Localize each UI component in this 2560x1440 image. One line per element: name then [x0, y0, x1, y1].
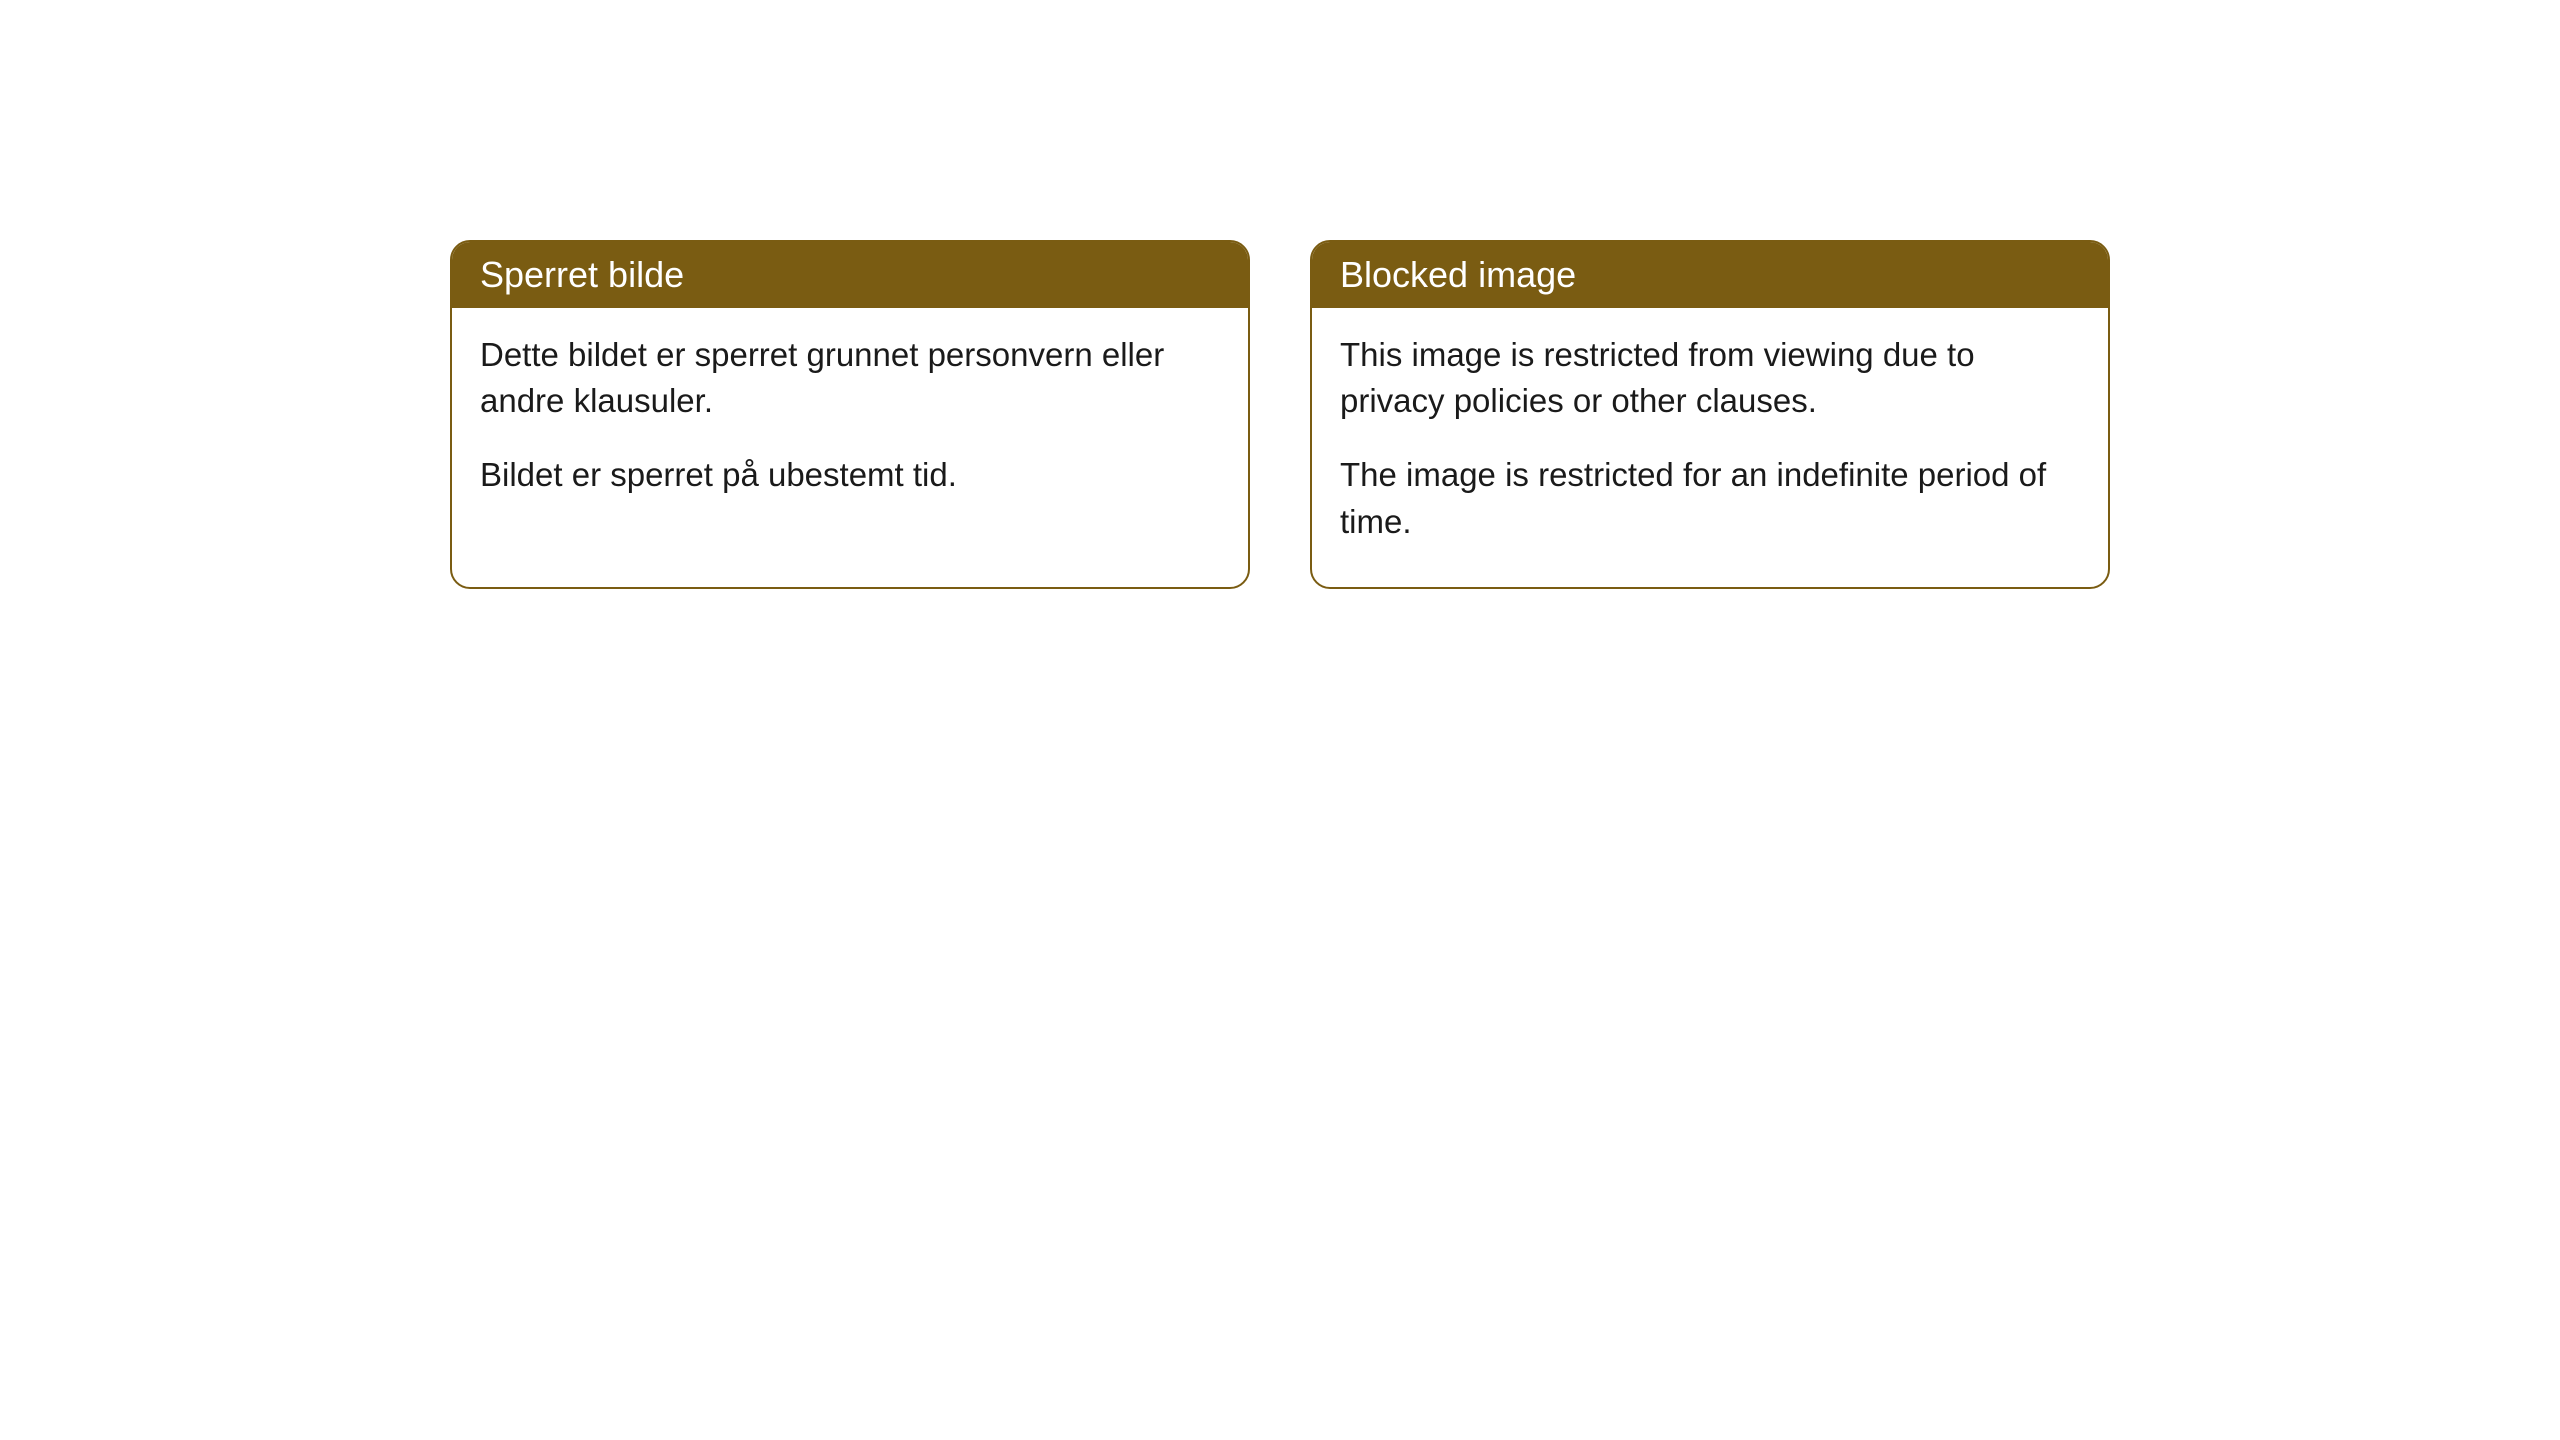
card-paragraph: Dette bildet er sperret grunnet personve…: [480, 332, 1220, 424]
card-header: Blocked image: [1312, 242, 2108, 308]
card-paragraph: Bildet er sperret på ubestemt tid.: [480, 452, 1220, 498]
notice-card-english: Blocked image This image is restricted f…: [1310, 240, 2110, 589]
card-body: This image is restricted from viewing du…: [1312, 308, 2108, 587]
card-header: Sperret bilde: [452, 242, 1248, 308]
notice-card-norwegian: Sperret bilde Dette bildet er sperret gr…: [450, 240, 1250, 589]
card-paragraph: This image is restricted from viewing du…: [1340, 332, 2080, 424]
card-title: Sperret bilde: [480, 254, 684, 295]
notice-cards-container: Sperret bilde Dette bildet er sperret gr…: [450, 240, 2560, 589]
card-body: Dette bildet er sperret grunnet personve…: [452, 308, 1248, 541]
card-paragraph: The image is restricted for an indefinit…: [1340, 452, 2080, 544]
card-title: Blocked image: [1340, 254, 1576, 295]
